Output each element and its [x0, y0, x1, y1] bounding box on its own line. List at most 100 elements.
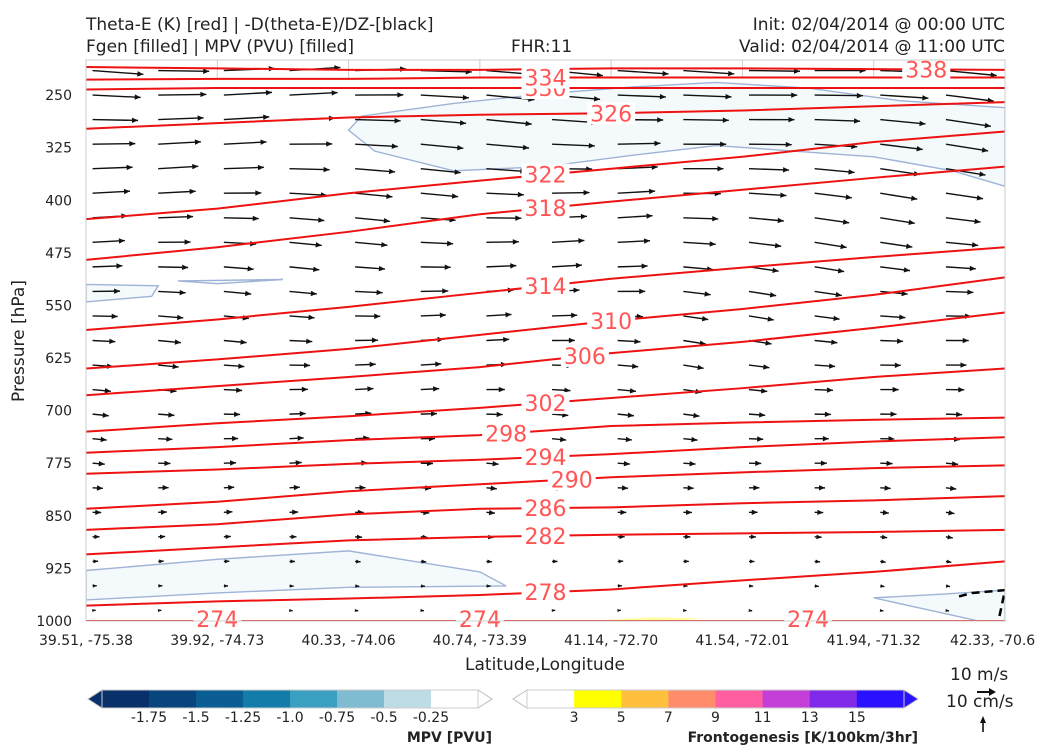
wind-arrow [617, 363, 639, 369]
wind-arrow [814, 460, 827, 466]
wind-arrow [92, 584, 97, 588]
x-tick-label: 40.33, -74.06 [302, 633, 396, 649]
contour-label-bg [521, 391, 570, 414]
wind-arrow [420, 608, 424, 612]
wind-arrow [617, 140, 661, 147]
wind-arrow [289, 386, 308, 393]
fgen-colorbar-title: Frontogenesis [K/100km/3hr] [688, 730, 918, 746]
wind-arrow [945, 118, 992, 129]
wind-arrow [1012, 193, 1049, 199]
fgen-colorbar-swatch [621, 690, 669, 708]
wind-arrow [945, 337, 969, 344]
wind-arrow [748, 388, 768, 394]
wind-arrow [945, 265, 976, 272]
wind-arrow [945, 559, 952, 564]
theta-e-contour-label: 302 [525, 392, 567, 417]
wind-arrow [683, 534, 691, 540]
wind-arrow [945, 584, 951, 588]
contour-label-bg [521, 66, 570, 89]
fgen-colorbar-swatch [574, 690, 622, 708]
wind-arrow [880, 534, 888, 540]
wind-arrow [92, 263, 123, 269]
wind-arrow [814, 118, 861, 124]
wind-arrow [683, 290, 711, 297]
wind-arrow [552, 238, 585, 244]
wind-arrow [879, 608, 884, 612]
theta-e-contour-label: 278 [525, 581, 567, 606]
mpv-colorbar-swatch [102, 690, 150, 708]
wind-arrow [814, 387, 834, 393]
wind-arrow [289, 90, 338, 96]
mpv-colorbar-tick: -0.25 [413, 710, 449, 726]
wind-arrow [880, 386, 899, 393]
wind-arrow [420, 167, 461, 175]
wind-arrow [814, 435, 829, 442]
wind-arrow [945, 143, 989, 153]
wind-arrow [552, 262, 582, 269]
wind-arrow [1012, 313, 1037, 318]
wind-arrow [223, 139, 267, 145]
x-tick-label: 41.94, -71.32 [827, 633, 921, 649]
wind-arrow [814, 192, 852, 200]
mpv-colorbar-swatch [149, 690, 197, 708]
wind-arrow [223, 484, 235, 491]
wind-arrow [223, 559, 230, 564]
wind-arrow [945, 217, 981, 225]
wind-arrow [617, 288, 646, 295]
wind-arrow [355, 313, 381, 319]
wind-arrow [880, 266, 911, 273]
wind-arrow [683, 315, 709, 322]
wind-arrow [223, 266, 254, 272]
wind-arrow [945, 510, 955, 516]
wind-arrow [1012, 486, 1022, 491]
wind-arrow [814, 167, 855, 175]
fgen-colorbar-tick: 11 [754, 710, 772, 726]
wind-arrow [158, 68, 210, 74]
title-line-2: Fgen [filled] | MPV (PVU) [filled] [86, 37, 355, 57]
wind-arrow [1012, 289, 1040, 294]
wind-arrow [158, 91, 207, 98]
wind-arrow [289, 559, 295, 564]
wind-arrow [683, 117, 729, 123]
wind-arrow [945, 461, 959, 467]
wind-arrow [355, 534, 363, 540]
fgen-colorbar-swatch [762, 690, 811, 708]
wind-arrow [1012, 510, 1021, 515]
wind-arrow [1012, 535, 1019, 540]
wind-arrow [748, 116, 795, 123]
wind-arrow [814, 266, 845, 274]
ref-vertical-label: 10 cm/s [946, 692, 1014, 712]
wind-arrow [748, 290, 777, 298]
wind-arrow [683, 608, 687, 613]
forecast-hour: FHR:11 [511, 37, 573, 57]
wind-arrow [683, 364, 704, 371]
wind-arrow [683, 69, 735, 77]
wind-arrow [748, 92, 798, 98]
wind-arrow [1012, 169, 1050, 176]
fgen-colorbar-swatch [527, 690, 575, 708]
wind-arrow [945, 362, 967, 368]
wind-arrow [1012, 144, 1050, 152]
theta-e-contour [86, 276, 1005, 370]
wind-arrow [880, 362, 901, 368]
contour-label-bg [784, 608, 833, 630]
wind-arrow [945, 387, 965, 393]
wind-arrow [355, 143, 398, 149]
wind-arrow [420, 143, 464, 151]
wind-arrow [223, 114, 270, 121]
wind-arrow [617, 213, 653, 219]
theta-e-contour [86, 416, 1005, 454]
wind-arrow [158, 584, 163, 588]
mpv-colorbar-swatch [290, 690, 338, 708]
y-tick-label: 625 [45, 351, 72, 367]
wind-arrow [486, 336, 510, 343]
contour-label-bg [902, 58, 951, 81]
wind-arrow [552, 337, 575, 344]
wind-arrow [814, 509, 824, 516]
wind-arrow [683, 93, 732, 100]
wind-arrow [486, 559, 492, 564]
wind-arrow [748, 485, 760, 491]
wind-arrow [748, 509, 758, 515]
wind-arrow [486, 485, 497, 491]
y-tick-label: 325 [45, 141, 72, 157]
